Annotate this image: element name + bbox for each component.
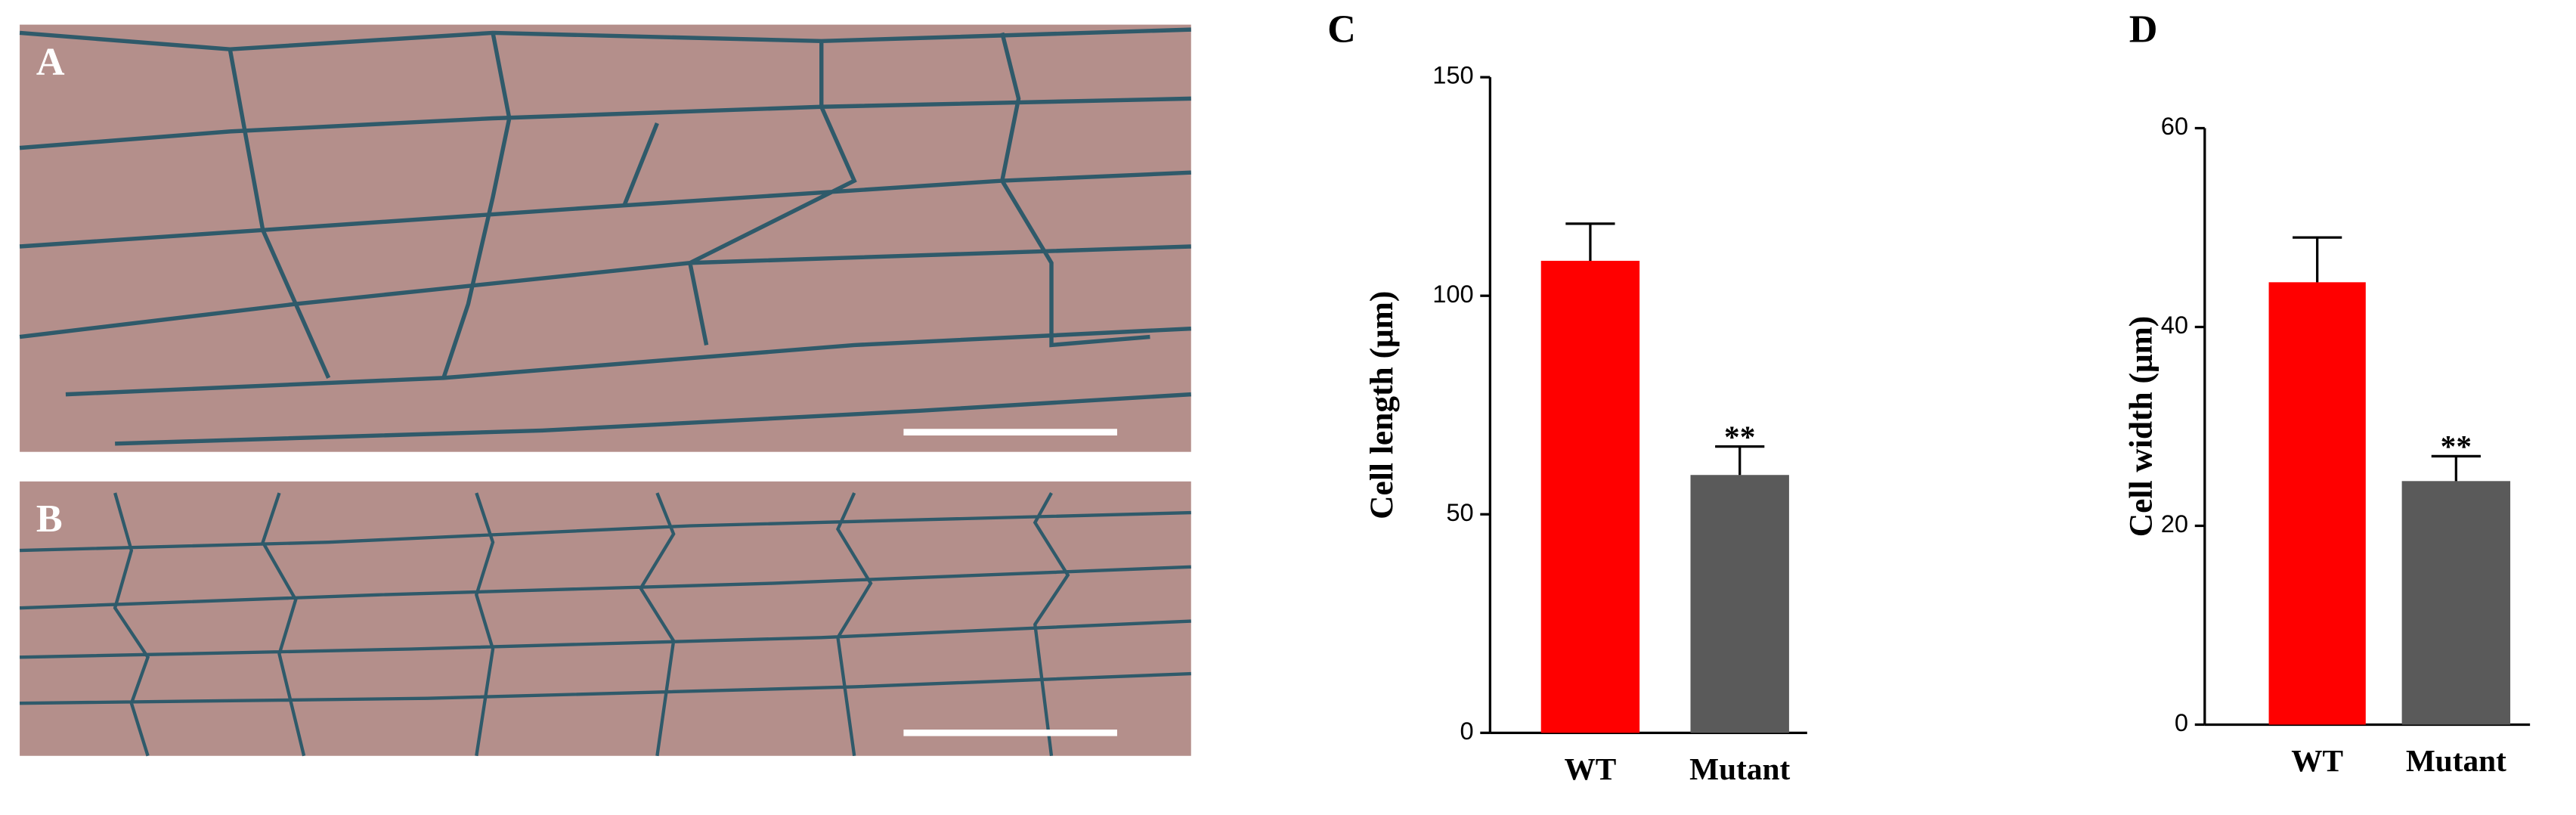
micrograph-a: A <box>19 24 1191 452</box>
panel-label: C <box>1327 8 1356 51</box>
error-bar <box>2431 454 2481 482</box>
x-tick-label: Mutant <box>1689 751 1790 786</box>
y-tick-label: 20 <box>2161 510 2188 538</box>
y-axis-label: Cell width (μm) <box>2122 316 2159 538</box>
y-tick-label: 150 <box>1432 61 1473 89</box>
y-axis-label: Cell length (μm) <box>1364 291 1400 519</box>
bar <box>2268 282 2366 725</box>
y-tick-label: 60 <box>2161 112 2188 140</box>
y-tick-label: 0 <box>1460 717 1473 745</box>
panel-label: B <box>36 497 63 541</box>
micrograph-b: B <box>20 481 1191 757</box>
x-tick-label: WT <box>2291 743 2343 778</box>
chart: C Cell length (μm) 0 50 100 150 WT Mutant ** <box>1327 8 1807 786</box>
x-tick-label: WT <box>1565 751 1617 786</box>
y-tick-label: 0 <box>2175 708 2188 736</box>
cell-walls <box>19 27 1191 446</box>
image-background <box>20 481 1191 756</box>
x-tick-label: Mutant <box>2406 743 2506 778</box>
significance: ** <box>2441 429 2472 463</box>
panel-label: D <box>2129 8 2158 51</box>
error-bar <box>2293 236 2342 283</box>
y-tick-label: 50 <box>1446 498 1473 526</box>
y-tick-label: 100 <box>1432 280 1473 308</box>
image-background <box>20 24 1191 452</box>
error-bar <box>1715 445 1765 476</box>
cell-walls <box>20 491 1191 757</box>
bar <box>1690 475 1789 733</box>
chart: D Cell width (μm) 0 20 40 60 WT Mutant ** <box>2122 8 2531 778</box>
panel-label: A <box>36 41 65 84</box>
bar <box>1540 260 1640 733</box>
y-tick-label: 40 <box>2161 311 2188 339</box>
significance: ** <box>1724 419 1755 454</box>
error-bar <box>1565 222 1615 261</box>
bar <box>2401 481 2511 725</box>
